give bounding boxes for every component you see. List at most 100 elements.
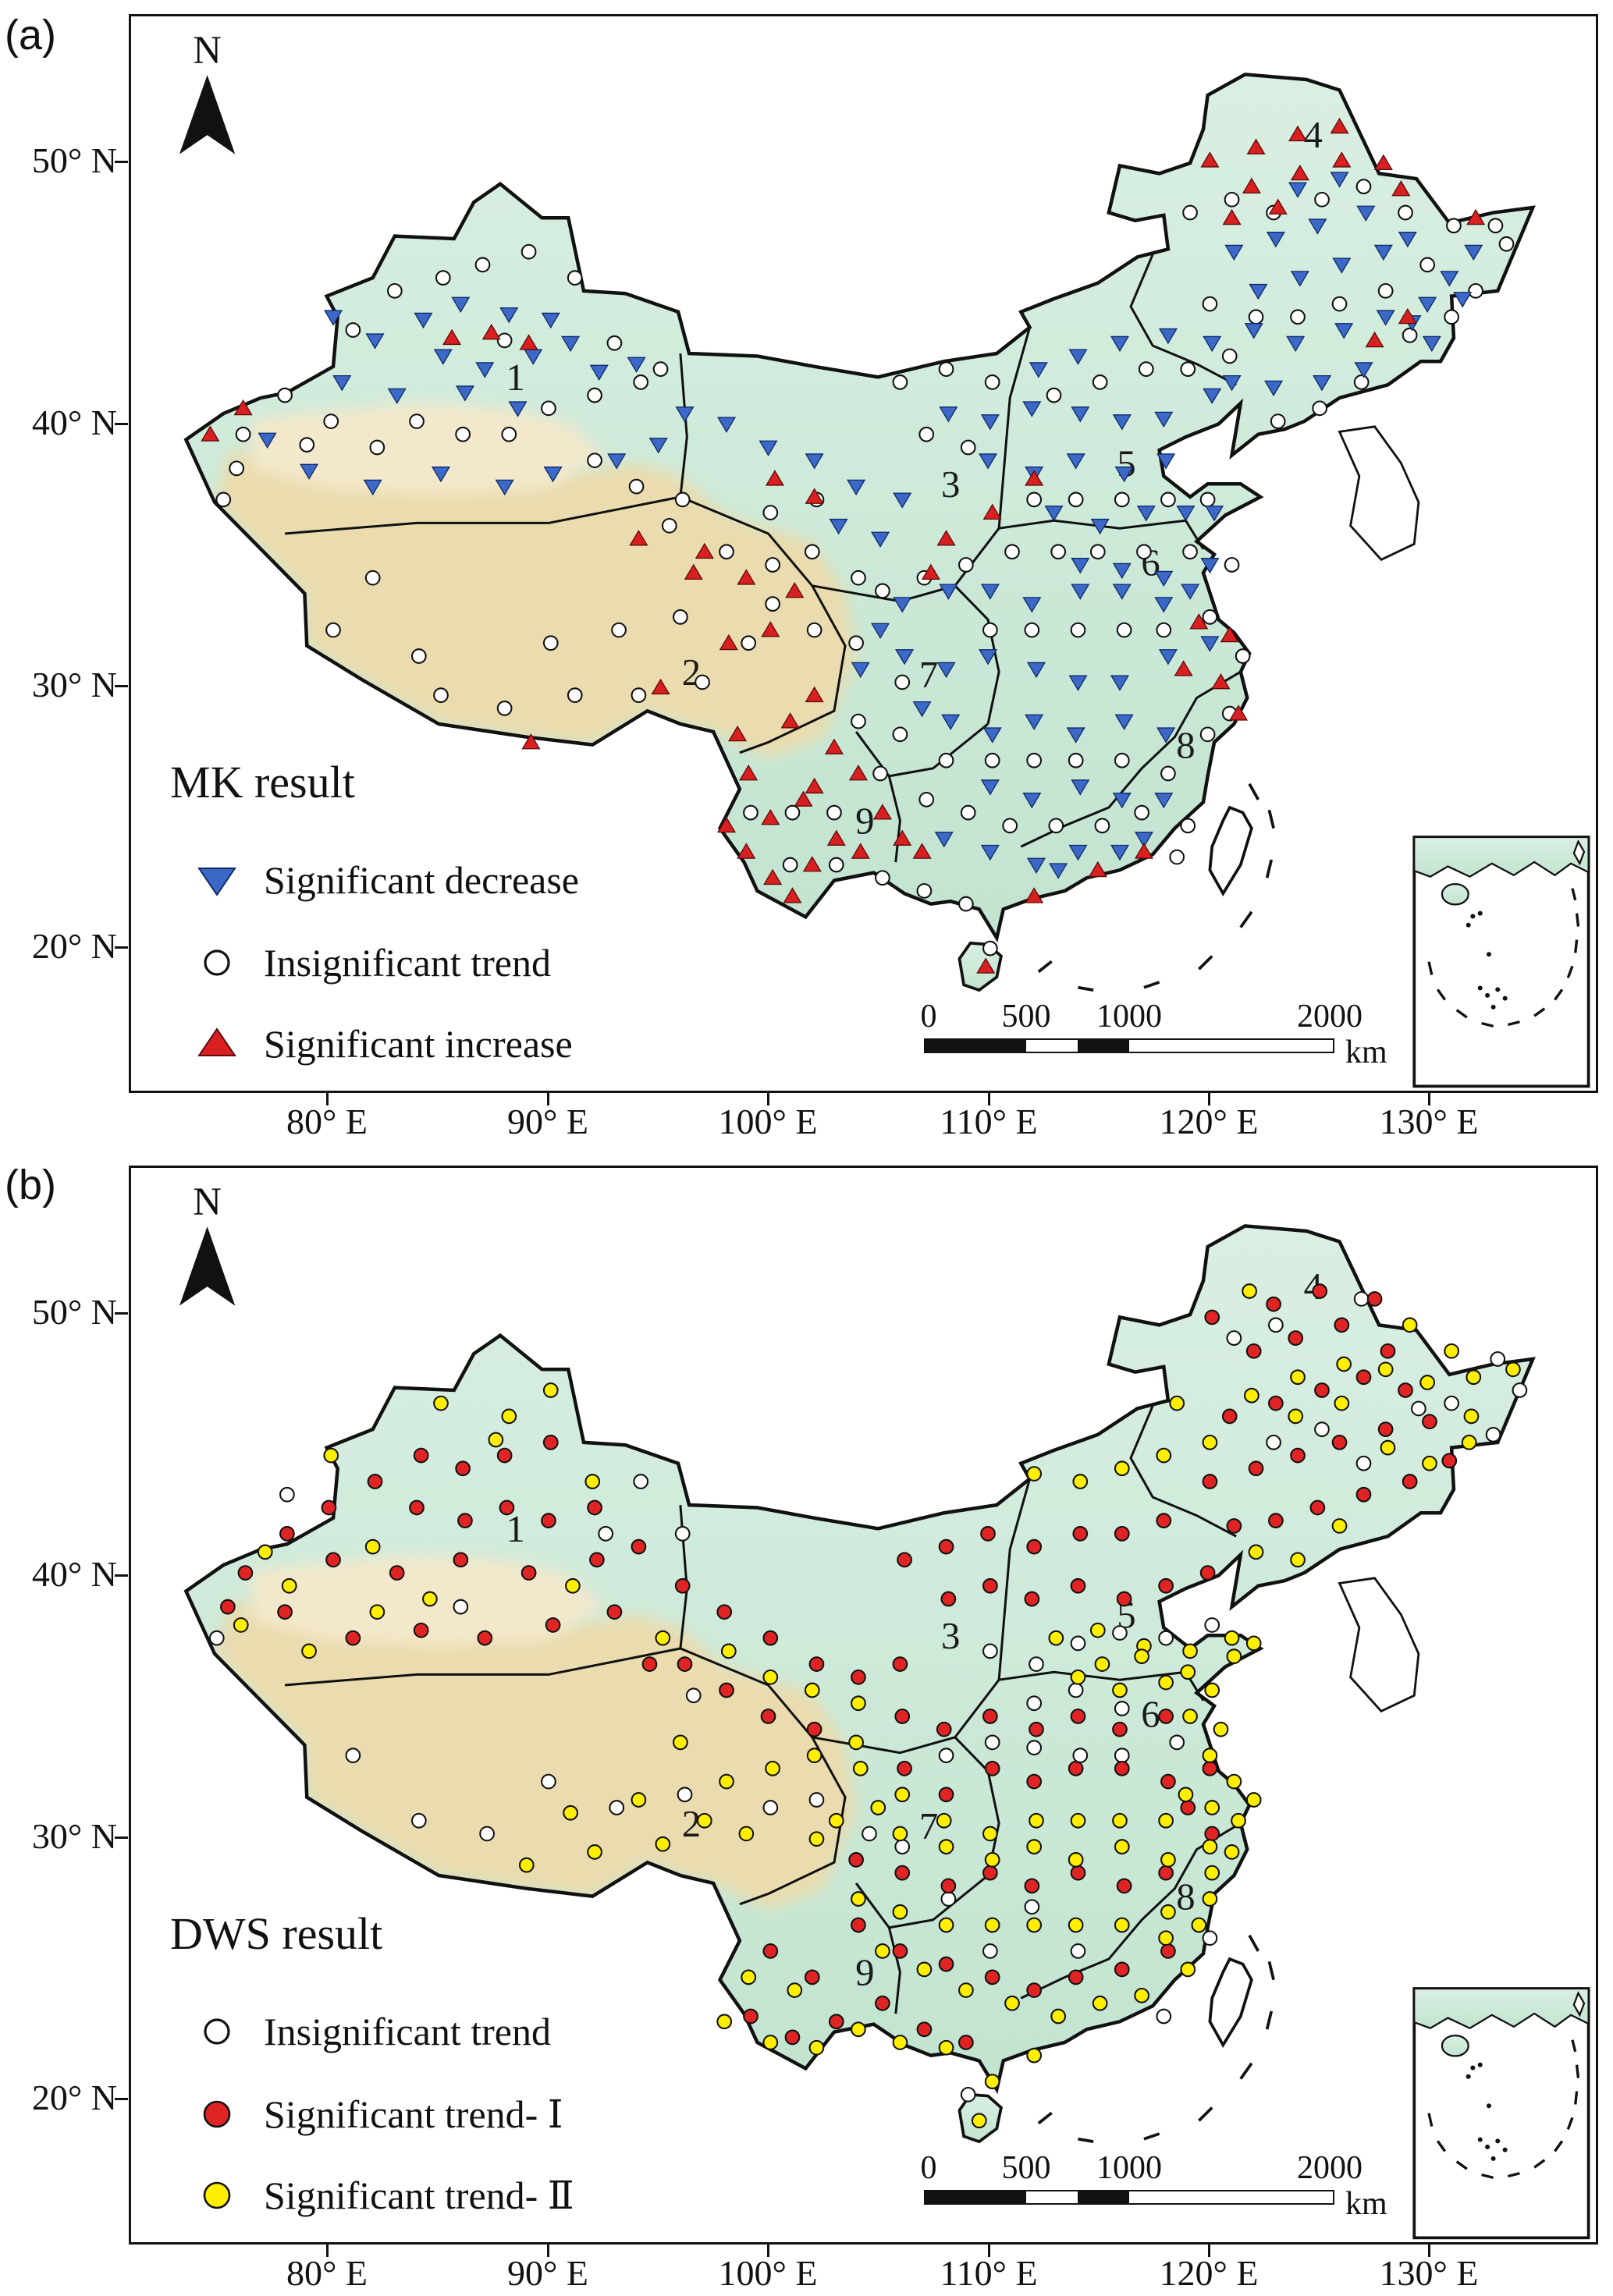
lon-tick <box>1208 1093 1210 1105</box>
scale-label: 1000 <box>1096 999 1162 1034</box>
triangle-up-icon <box>197 1027 236 1056</box>
lat-tick <box>115 685 128 687</box>
scale-unit: km <box>1345 1034 1387 1070</box>
lat-tick <box>115 161 128 163</box>
lon-tick <box>988 2245 990 2257</box>
lon-axis-label: 120° E <box>1159 2253 1259 2293</box>
triangle-down-icon <box>197 868 236 896</box>
region-label: 8 <box>1176 723 1195 766</box>
legend-title: DWS result <box>170 1908 383 1959</box>
panel-label-a: (a) <box>5 12 56 59</box>
scale-unit: km <box>1345 2186 1387 2222</box>
north-label: N <box>193 1180 222 1223</box>
scale-bar: 0 500 1000 2000 km <box>920 998 1408 1076</box>
legend-title: MK result <box>170 757 355 807</box>
scale-label: 500 <box>1001 2150 1051 2186</box>
lon-tick <box>988 1093 990 1105</box>
lon-axis-label: 90° E <box>507 1102 588 1141</box>
lon-tick <box>547 1093 549 1105</box>
legend-item: Significant increase <box>162 1018 573 1070</box>
region-label: 7 <box>919 653 938 696</box>
lat-axis-label: 50° N <box>31 1292 117 1332</box>
lon-axis-label: 100° E <box>718 1102 818 1141</box>
lat-axis-label: 20° N <box>31 2078 117 2117</box>
north-arrow-icon <box>179 75 236 154</box>
lon-axis-label: 110° E <box>940 1102 1038 1141</box>
lon-axis-label: 110° E <box>940 2253 1038 2293</box>
lon-axis-label: 90° E <box>507 2253 588 2293</box>
legend-item: Insignificant trend <box>162 937 551 988</box>
legend-item: Significant decrease <box>162 854 579 906</box>
lat-axis-label: 20° N <box>31 926 117 966</box>
lon-axis-label: 130° E <box>1379 1102 1479 1141</box>
region-label: 8 <box>1176 1875 1195 1918</box>
lat-tick <box>115 946 128 949</box>
lon-axis-label: 100° E <box>718 2253 818 2293</box>
south-china-sea-inset <box>1412 836 1590 1088</box>
lon-axis-label: 80° E <box>286 2253 368 2293</box>
red-circle-icon <box>203 2100 231 2128</box>
region-label: 9 <box>855 799 874 842</box>
open-circle-icon <box>204 2018 230 2045</box>
region-label: 9 <box>855 1950 874 1993</box>
lat-tick <box>115 423 128 425</box>
legend-item-label: Significant trend- Ⅱ <box>264 2174 574 2217</box>
north-arrow-icon <box>179 1226 236 1306</box>
lat-axis-label: 30° N <box>31 665 117 704</box>
legend-mk: MK result Significant decrease Insignifi… <box>162 756 724 1084</box>
north-label: N <box>193 28 222 72</box>
legend-item-label: Insignificant trend <box>264 2010 551 2053</box>
lat-tick <box>115 2098 128 2100</box>
lon-tick <box>326 2245 329 2257</box>
scale-bar-segments <box>924 1038 1334 1053</box>
region-label: 1 <box>506 356 525 399</box>
scale-label: 2000 <box>1297 2150 1363 2186</box>
yellow-circle-icon <box>203 2181 231 2209</box>
region-label: 3 <box>941 1614 960 1657</box>
legend-dws: DWS result Insignificant trend Significa… <box>162 1907 724 2235</box>
legend-item: Insignificant trend <box>162 2006 551 2057</box>
lat-tick <box>115 1836 128 1839</box>
lon-tick <box>1208 2245 1210 2257</box>
lon-tick <box>547 2245 549 2257</box>
lat-axis-label: 30° N <box>31 1816 117 1856</box>
legend-item: Significant trend- Ⅱ <box>162 2170 574 2221</box>
lon-tick <box>326 1093 329 1105</box>
scale-label: 1000 <box>1096 2150 1162 2186</box>
lon-tick <box>1428 1093 1430 1105</box>
lon-tick <box>767 1093 769 1105</box>
region-label: 6 <box>1141 1692 1160 1735</box>
region-label: 3 <box>941 463 960 506</box>
lat-axis-label: 40° N <box>31 403 117 442</box>
lon-tick <box>767 2245 769 2257</box>
scale-label: 0 <box>920 2150 937 2186</box>
lon-axis-label: 80° E <box>286 1102 368 1141</box>
open-circle-icon <box>204 949 230 976</box>
legend-item-label: Significant decrease <box>264 858 579 902</box>
panel-label-b: (b) <box>5 1162 56 1208</box>
legend-item-label: Insignificant trend <box>264 941 551 985</box>
legend-item: Significant trend- Ⅰ <box>162 2088 563 2140</box>
lat-tick <box>115 1574 128 1577</box>
region-label: 7 <box>919 1805 938 1847</box>
lat-tick <box>115 1312 128 1315</box>
scale-label: 2000 <box>1297 999 1363 1034</box>
scale-bar-segments <box>924 2190 1334 2205</box>
region-label: 4 <box>1304 113 1323 156</box>
lon-axis-label: 130° E <box>1379 2253 1479 2293</box>
lon-axis-label: 120° E <box>1159 1102 1259 1141</box>
scale-bar: 0 500 1000 2000 km <box>920 2149 1408 2227</box>
lat-axis-label: 40° N <box>31 1554 117 1594</box>
scale-label: 0 <box>920 999 937 1034</box>
lon-tick <box>1428 2245 1430 2257</box>
legend-item-label: Significant increase <box>264 1022 573 1066</box>
scale-label: 500 <box>1001 999 1051 1034</box>
lat-axis-label: 50° N <box>31 140 117 180</box>
south-china-sea-inset <box>1412 1987 1590 2240</box>
legend-item-label: Significant trend- Ⅰ <box>264 2092 563 2136</box>
